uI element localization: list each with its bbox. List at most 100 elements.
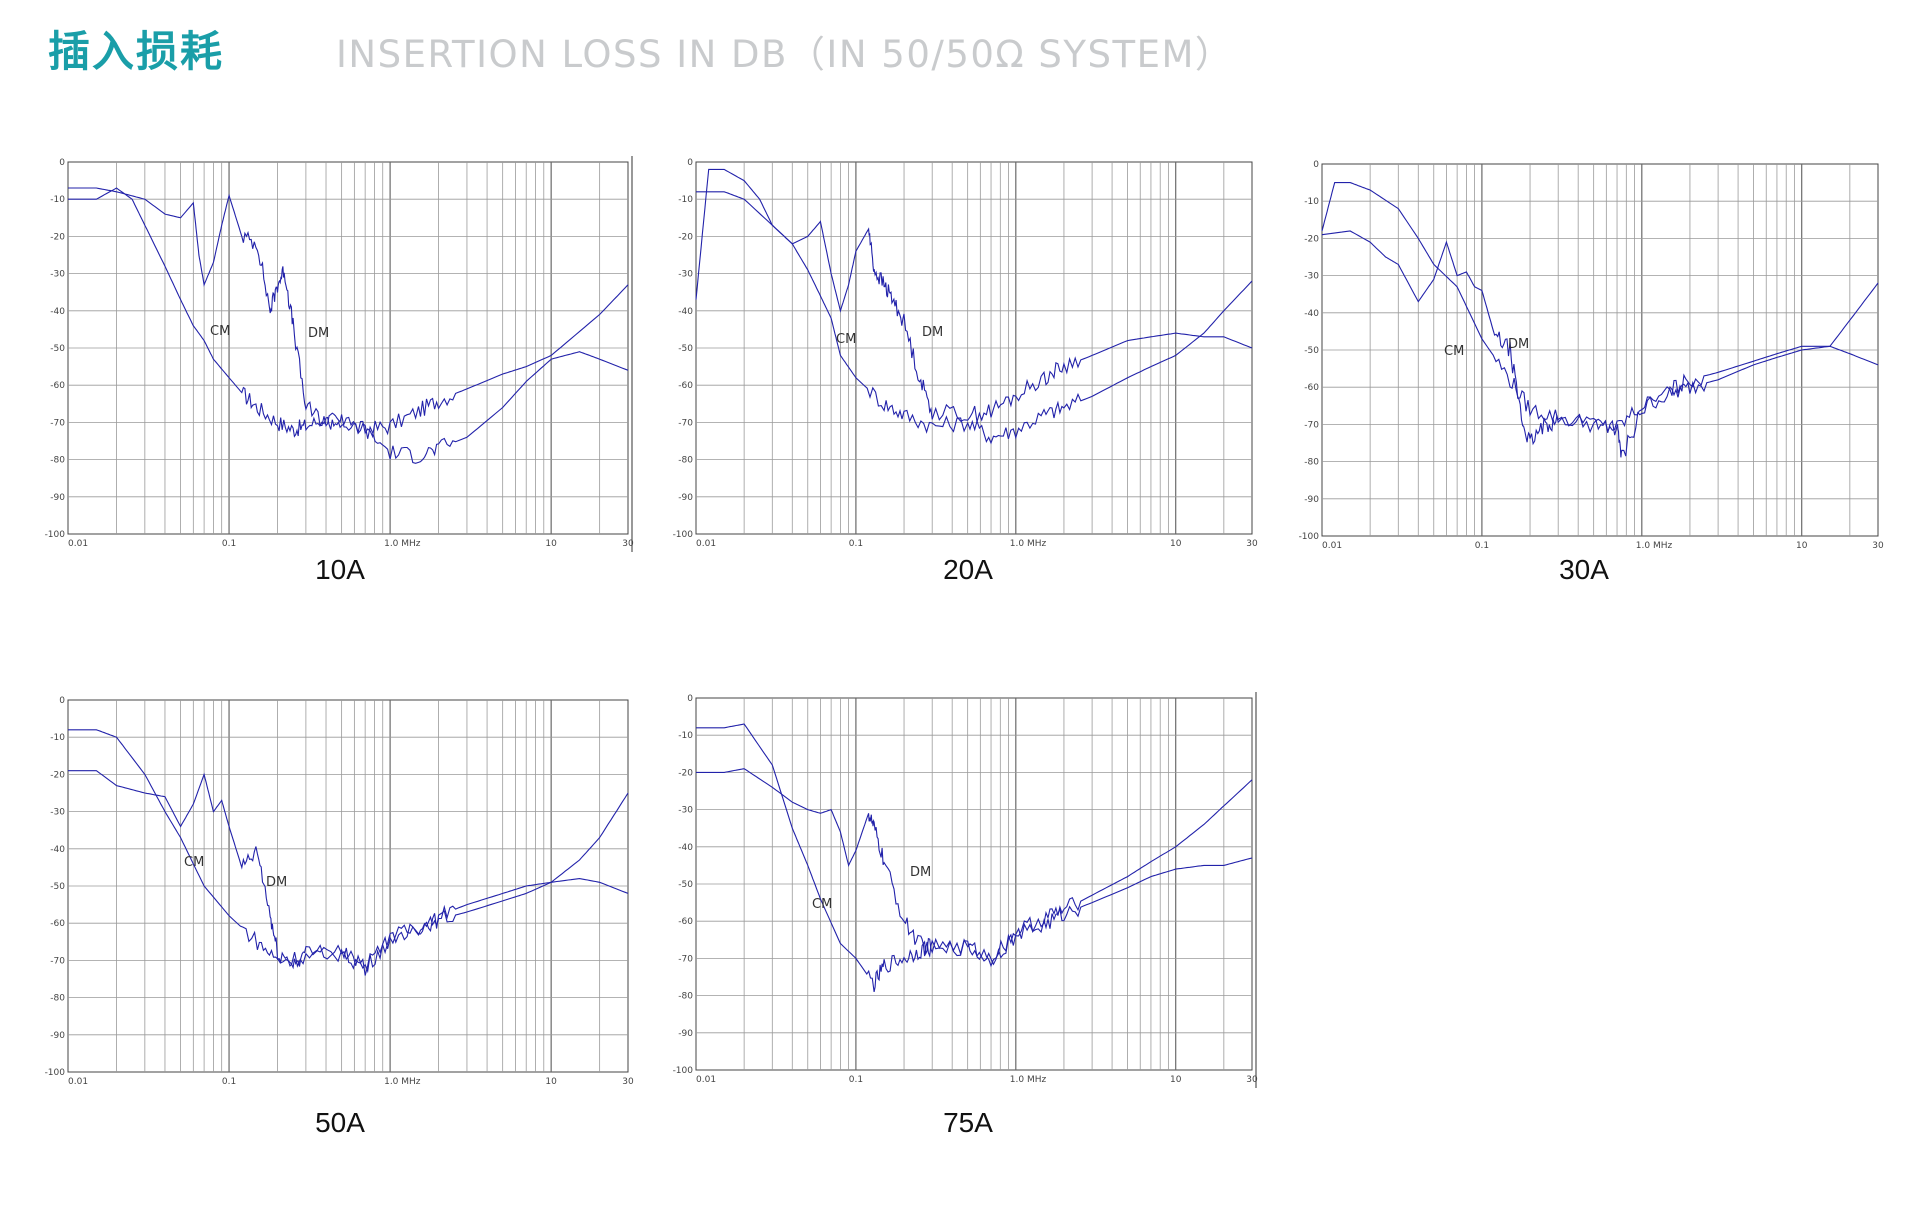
grid-horizontal (696, 734, 1252, 1034)
chart-30a: 0 -10 -20 -30 -40 -50 -60 -70 -80 -90 -100 0.01 0.1 1… (1294, 152, 1894, 585)
x-tick-label: 1.0 MHz (1010, 539, 1047, 549)
annotation-dm: DM (266, 875, 287, 890)
x-tick-label: 0.1 (849, 539, 863, 549)
x-tick-label: 1.0 MHz (1010, 1075, 1047, 1085)
y-tick-label: -10 (678, 195, 693, 205)
y-tick-label: -20 (1304, 234, 1319, 244)
y-tick-label: -20 (678, 232, 693, 242)
y-tick-label: -30 (678, 806, 693, 816)
grid-horizontal (1322, 200, 1878, 500)
x-tick-label: 0.01 (68, 1077, 88, 1087)
y-tick-label: -80 (678, 992, 693, 1002)
y-tick-label: 0 (59, 158, 65, 168)
page-title: 插入损耗 (48, 27, 225, 76)
y-tick-label: -50 (678, 344, 693, 354)
x-tick-label: 10 (1796, 541, 1808, 551)
x-tick-label: 30 (1246, 1075, 1258, 1085)
y-tick-label: -10 (50, 195, 65, 205)
x-tick-label: 1.0 MHz (1636, 541, 1673, 551)
y-tick-label: -30 (1304, 272, 1319, 282)
y-tick-label: -70 (678, 418, 693, 428)
annotation-dm: DM (922, 325, 943, 340)
annotation-cm: CM (184, 855, 204, 870)
chart-75a: 0 -10 -20 -30 -40 -50 -60 -70 -80 -90 -100 0.01 0.1 1… (668, 686, 1268, 1138)
y-tick-label: -50 (50, 882, 65, 892)
y-tick-label: -100 (45, 1068, 66, 1078)
y-tick-label: -90 (678, 1029, 693, 1039)
y-tick-label: -90 (678, 493, 693, 503)
chart-caption: 20A (943, 554, 993, 585)
x-tick-label: 0.01 (68, 539, 88, 549)
y-tick-label: -80 (1304, 458, 1319, 468)
x-tick-label: 0.1 (222, 539, 236, 549)
x-tick-label: 0.01 (1322, 541, 1342, 551)
x-tick-label: 10 (545, 1077, 557, 1087)
y-tick-label: -30 (50, 808, 65, 818)
y-tick-label: -80 (50, 994, 65, 1004)
y-tick-label: -50 (1304, 346, 1319, 356)
x-tick-label: 10 (1170, 1075, 1182, 1085)
x-tick-label: 0.1 (222, 1077, 236, 1087)
annotation-cm: CM (210, 324, 230, 339)
x-tick-label: 10 (545, 539, 557, 549)
y-tick-label: -70 (50, 418, 65, 428)
y-tick-label: -10 (50, 733, 65, 743)
chart-50a: 0 -10 -20 -30 -40 -50 -60 -70 -80 -90 -100 0.01 0.1 1… (40, 688, 640, 1138)
grid-horizontal (68, 736, 628, 1036)
y-tick-label: -60 (678, 917, 693, 927)
y-tick-label: -30 (678, 270, 693, 280)
annotation-dm: DM (308, 326, 329, 341)
y-tick-label: -70 (678, 954, 693, 964)
series-line-1 (696, 723, 1253, 993)
chart-20a: 0 -10 -20 -30 -40 -50 -60 -70 -80 -90 -100 0.01 0.1 1… (668, 150, 1268, 585)
y-tick-label: -90 (50, 493, 65, 503)
x-tick-label: 10 (1170, 539, 1182, 549)
x-tick-label: 30 (622, 1077, 634, 1087)
y-tick-label: -30 (50, 270, 65, 280)
x-tick-label: 0.1 (849, 1075, 863, 1085)
y-tick-label: -80 (678, 456, 693, 466)
y-tick-label: -60 (1304, 383, 1319, 393)
y-tick-label: -40 (50, 307, 65, 317)
x-tick-label: 30 (622, 539, 634, 549)
y-tick-label: -40 (50, 845, 65, 855)
y-tick-label: -90 (50, 1031, 65, 1041)
y-tick-label: -10 (1304, 197, 1319, 207)
series-line-2 (695, 168, 1253, 422)
x-tick-label: 0.01 (696, 539, 716, 549)
series-line-1 (68, 187, 629, 439)
series-line-2 (68, 187, 629, 464)
y-tick-label: -40 (1304, 309, 1319, 319)
chart-10a: 0 -10 -20 -30 -40 -50 -60 -70 -80 -90 -100 0.01 0.1 1… (40, 150, 640, 585)
y-tick-label: -60 (50, 919, 65, 929)
chart-caption: 30A (1559, 554, 1609, 585)
grid-horizontal (68, 198, 628, 498)
y-tick-label: -100 (45, 530, 66, 540)
series-line-2 (696, 768, 1253, 966)
chart-caption: 75A (943, 1107, 993, 1138)
x-tick-label: 1.0 MHz (384, 539, 421, 549)
x-tick-label: 0.01 (696, 1075, 716, 1085)
y-tick-label: -50 (678, 880, 693, 890)
x-tick-label: 1.0 MHz (384, 1077, 421, 1087)
y-tick-label: 0 (1313, 160, 1319, 170)
y-tick-label: -10 (678, 731, 693, 741)
page-subtitle: INSERTION LOSS IN DB（IN 50/50Ω SYSTEM） (336, 33, 1234, 76)
y-tick-label: -90 (1304, 495, 1319, 505)
series-line-1 (68, 729, 629, 974)
y-tick-label: -40 (678, 843, 693, 853)
y-tick-label: 0 (687, 158, 693, 168)
y-tick-label: -100 (673, 1066, 694, 1076)
y-tick-label: -50 (50, 344, 65, 354)
annotation-cm: CM (1444, 344, 1464, 359)
chart-caption: 10A (315, 554, 365, 585)
grid-horizontal (696, 198, 1252, 498)
page-header: 插入损耗 INSERTION LOSS IN DB（IN 50/50Ω SYST… (48, 18, 1898, 78)
y-tick-label: -100 (673, 530, 694, 540)
y-tick-label: -70 (50, 956, 65, 966)
x-tick-label: 30 (1872, 541, 1884, 551)
